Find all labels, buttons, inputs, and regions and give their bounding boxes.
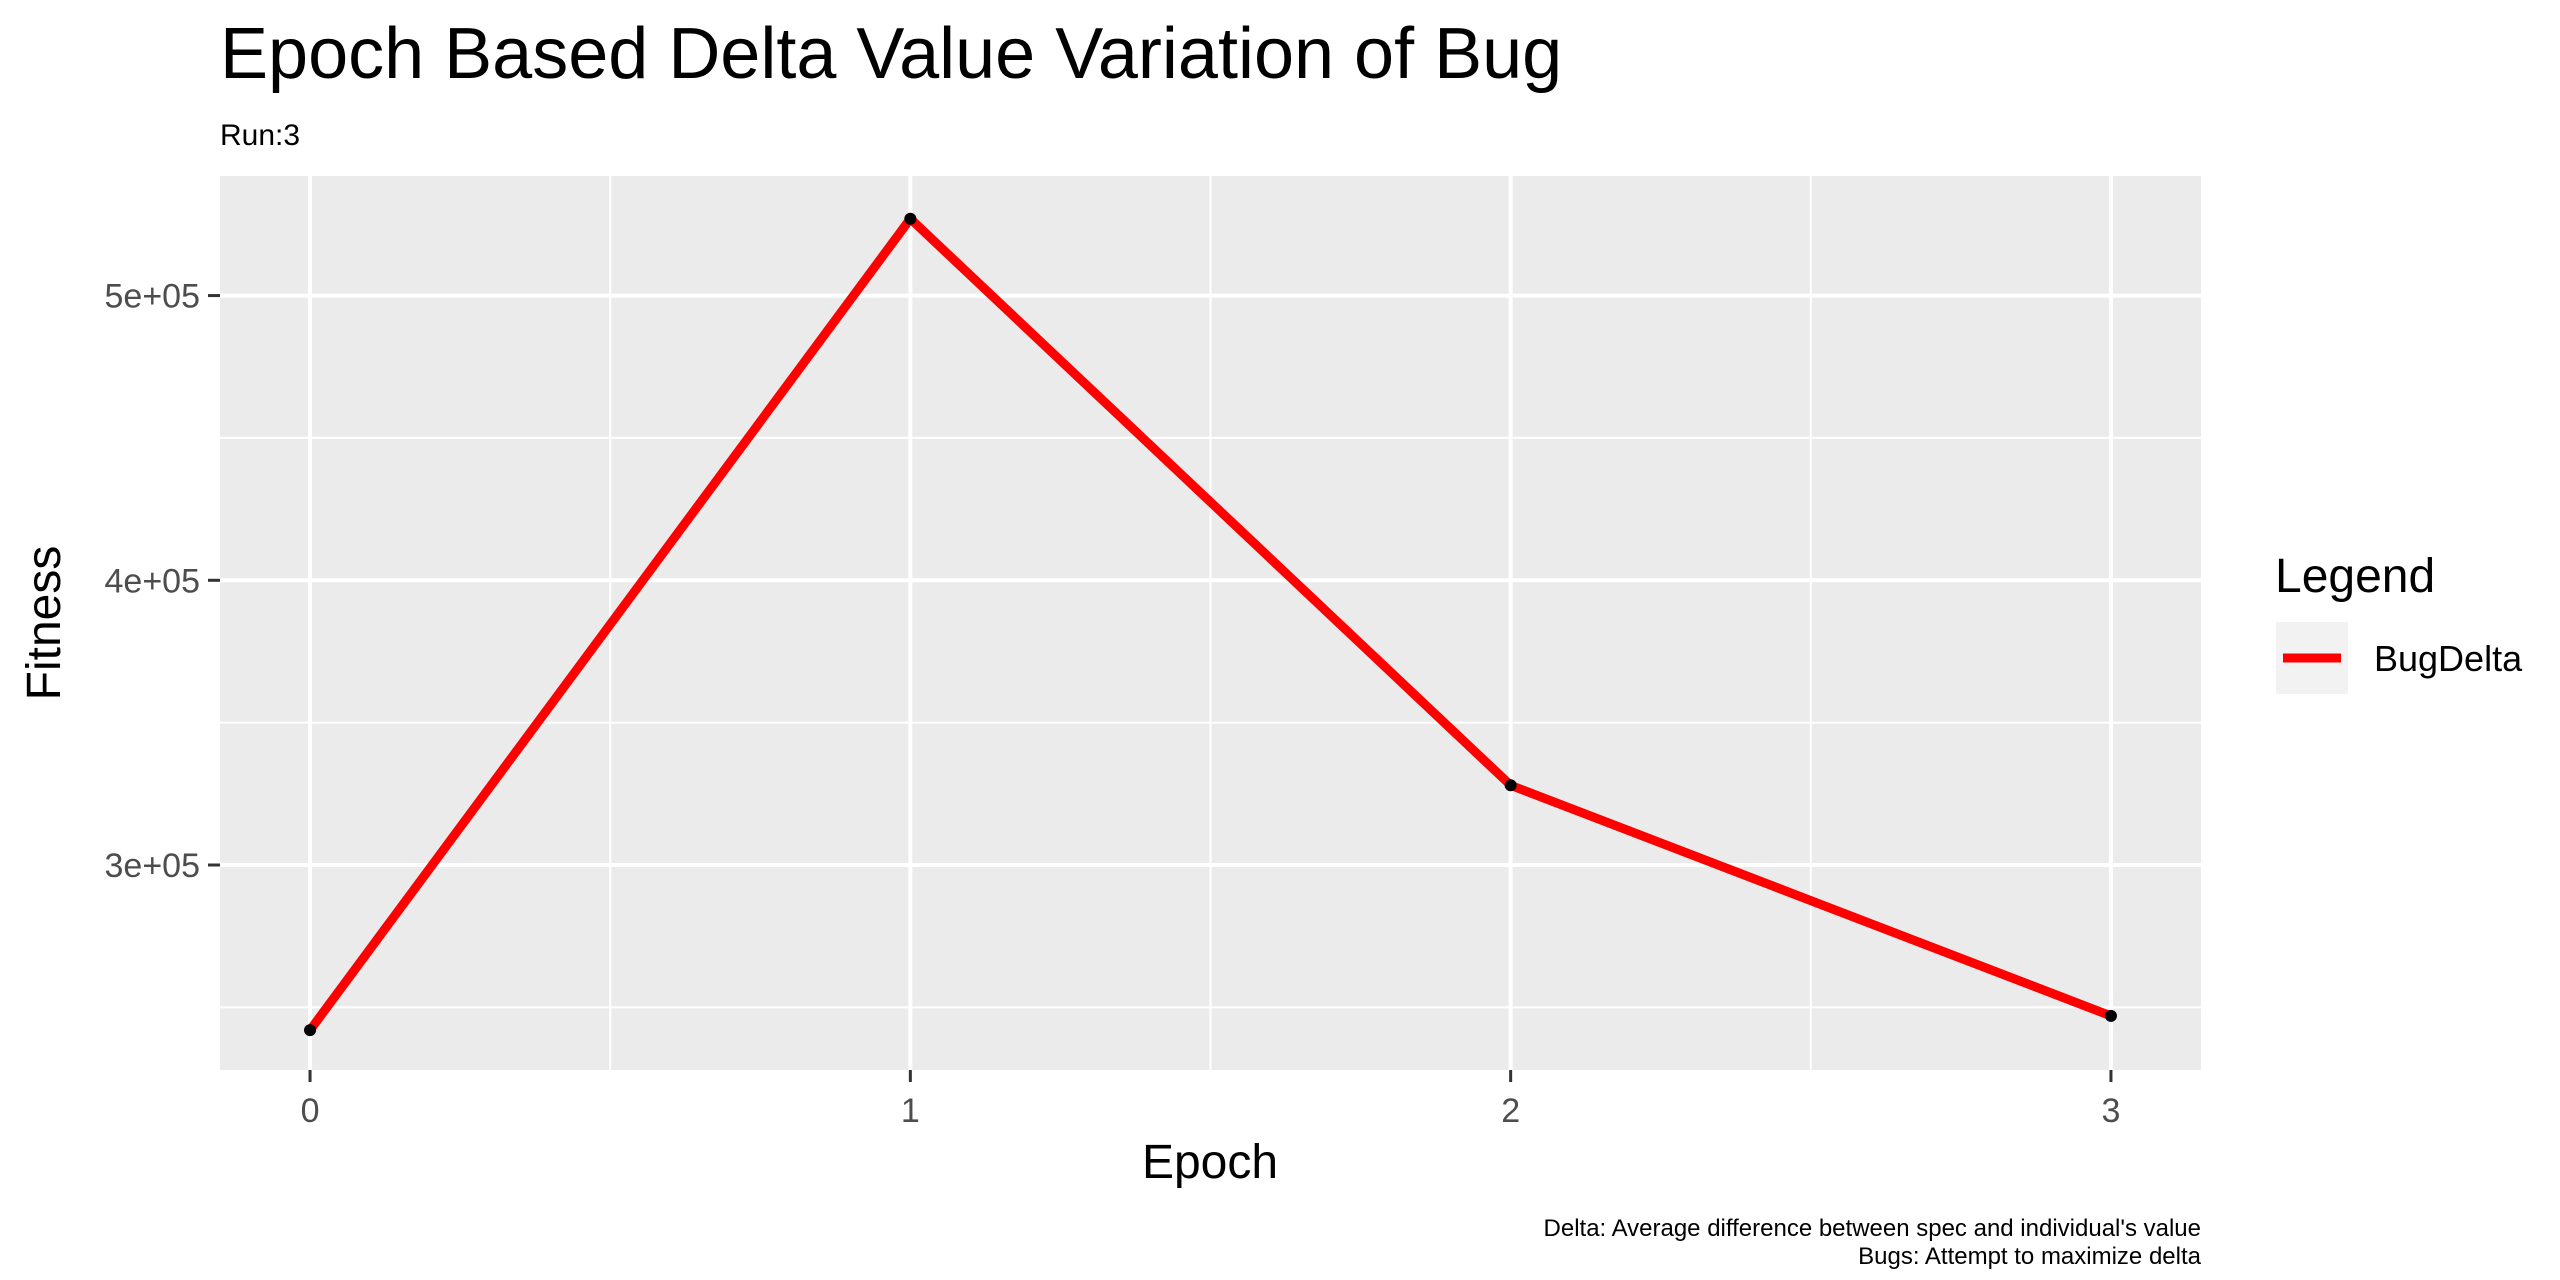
data-point: [904, 212, 917, 225]
data-point: [1504, 779, 1517, 792]
x-tick-label: 0: [301, 1092, 320, 1130]
caption-line-2: Bugs: Attempt to maximize delta: [1858, 1243, 2201, 1270]
legend-label-bugdelta: BugDelta: [2374, 638, 2523, 679]
x-tick-label: 2: [1501, 1092, 1520, 1130]
legend-title: Legend: [2275, 550, 2435, 603]
x-tick-label: 3: [2101, 1092, 2120, 1130]
series-line-bugdelta: [306, 214, 2113, 1033]
caption-line-1: Delta: Average difference between spec a…: [1544, 1215, 2201, 1242]
x-axis: 0 1 2 3: [301, 1070, 2120, 1130]
gridlines: [220, 176, 2201, 1070]
x-axis-title: Epoch: [1142, 1136, 1278, 1189]
y-tick-label: 4e+05: [105, 562, 201, 600]
data-point: [304, 1024, 317, 1037]
y-tick-label: 5e+05: [105, 278, 201, 316]
legend: Legend BugDelta: [2275, 550, 2523, 694]
data-point: [2104, 1009, 2117, 1022]
y-axis-title: Fitness: [18, 546, 71, 701]
chart-subtitle: Run:3: [220, 119, 300, 152]
data-points: [304, 212, 2117, 1037]
y-tick-label: 3e+05: [105, 847, 201, 885]
x-tick-label: 1: [901, 1092, 920, 1130]
series-lines: [306, 214, 2113, 1033]
chart-title: Epoch Based Delta Value Variation of Bug: [220, 14, 1562, 94]
y-axis: 3e+05 4e+05 5e+05: [105, 278, 220, 885]
